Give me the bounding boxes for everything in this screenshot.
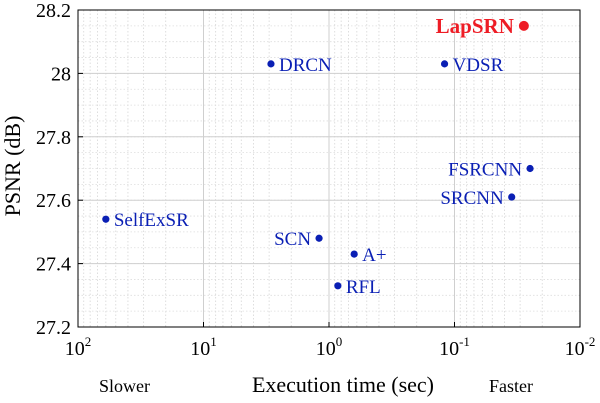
point-selfexsr — [102, 215, 110, 223]
y-tick-label: 27.4 — [36, 254, 71, 276]
axis-ticks: 102 101 100 10-1 10-2 27.2 27.4 27.6 27.8 28 28.2 — [36, 0, 595, 360]
point-label-srcnn: SRCNN — [440, 188, 504, 209]
x-tick-label: 10-1 — [439, 334, 470, 360]
point-label-lapsrn: LapSRN — [436, 14, 514, 38]
point-label-scn: SCN — [274, 229, 311, 250]
data-points: LapSRN DRCN VDSR FSRCNN SRCNN SelfExSR SCN A+ RF… — [102, 14, 534, 298]
x-tick-label: 10-2 — [565, 334, 596, 360]
x-tick-label: 102 — [65, 334, 92, 360]
point-srcnn — [508, 193, 516, 201]
point-lapsrn — [518, 20, 529, 31]
y-tick-label: 28 — [51, 63, 71, 85]
y-axis-label: PSNR (dB) — [0, 116, 25, 217]
point-drcn — [267, 60, 275, 68]
y-tick-label: 27.2 — [36, 317, 71, 339]
point-label-vdsr: VDSR — [453, 55, 504, 76]
x-axis-label: Execution time (sec) — [252, 372, 434, 397]
point-label-a: A+ — [362, 245, 386, 266]
x-tick-label: 100 — [316, 334, 343, 360]
point-label-rfl: RFL — [346, 277, 381, 298]
point-fsrcnn — [526, 164, 534, 173]
point-vdsr — [440, 60, 449, 68]
point-label-fsrcnn: FSRCNN — [448, 160, 522, 181]
point-label-drcn: DRCN — [279, 55, 332, 76]
faster-direction-label: Faster — [489, 376, 533, 396]
grid — [77, 9, 581, 328]
y-tick-label: 27.6 — [36, 190, 71, 212]
y-tick-label: 28.2 — [36, 0, 71, 22]
x-tick-label: 101 — [190, 334, 217, 360]
y-tick-label: 27.8 — [36, 127, 71, 149]
slower-direction-label: Slower — [99, 376, 150, 396]
point-scn — [315, 234, 323, 242]
point-rfl — [334, 282, 342, 290]
point-label-selfexsr: SelfExSR — [114, 210, 189, 231]
point-a — [350, 250, 358, 258]
